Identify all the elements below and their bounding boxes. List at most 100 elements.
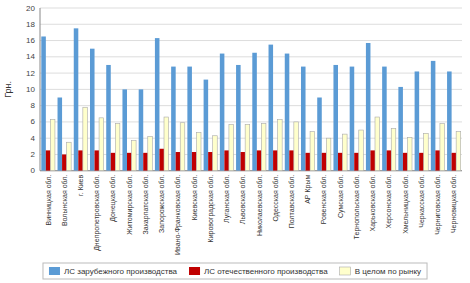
x-tick-label: Закарпатская обл. (142, 175, 150, 235)
x-tick-label: Тернопольская обл. (353, 175, 361, 240)
bar (435, 150, 440, 170)
bar (294, 122, 299, 171)
bar (338, 153, 343, 171)
bar (83, 107, 88, 170)
x-tick-label: Полтавская обл. (288, 175, 295, 229)
bar (159, 149, 164, 171)
bar (289, 150, 294, 170)
bar (391, 128, 396, 170)
bar (447, 71, 452, 170)
grid-line (40, 40, 462, 41)
x-tick-label: Черкасская обл. (418, 175, 426, 228)
y-tick-label: 18 (26, 20, 35, 29)
bar (354, 153, 359, 171)
legend: ЛС зарубежного производства ЛС отечествен… (43, 263, 427, 279)
bar (407, 137, 412, 170)
bar (301, 67, 306, 171)
x-tick-label: Черниговская обл. (434, 175, 442, 235)
x-tick-label: Львовская обл. (239, 175, 246, 224)
bar (111, 153, 116, 171)
legend-swatch (340, 267, 351, 275)
bar (127, 153, 132, 171)
legend-swatch (49, 267, 60, 275)
bar (90, 49, 95, 171)
y-tick-label: 6 (31, 117, 36, 126)
x-tick-label: АР Крым (304, 175, 312, 204)
bar (229, 124, 234, 170)
y-tick-label: 14 (26, 52, 35, 61)
grid-line (40, 56, 462, 57)
bar (143, 153, 148, 171)
bar (306, 153, 311, 171)
bar (58, 98, 63, 171)
bar (46, 150, 51, 170)
bar (164, 117, 169, 171)
x-tick-label: Хмельницкая обл. (402, 175, 410, 234)
x-tick-label: Кировоградская обл. (207, 175, 215, 243)
bar (317, 98, 322, 171)
grid-line (40, 24, 462, 25)
bar (452, 153, 457, 171)
x-tick-label: Винницкая обл. (45, 175, 53, 226)
bar (155, 38, 160, 171)
bar (139, 89, 144, 170)
bar (78, 150, 83, 170)
bar (415, 71, 420, 170)
bar (419, 153, 424, 171)
x-tick-label: Киевская обл. (191, 175, 198, 221)
bar (196, 132, 201, 170)
bar (261, 124, 266, 171)
x-tick-label: Ивано-Франковская обл. (174, 175, 182, 255)
bar (366, 43, 371, 171)
x-tick-label: Ровенская обл. (320, 175, 327, 225)
bar (208, 152, 213, 171)
y-tick-label: 0 (31, 166, 36, 175)
bar (343, 134, 348, 171)
x-tick-label: Волынская обл. (61, 175, 68, 226)
bar (431, 61, 436, 171)
y-tick-label: 2 (31, 150, 36, 159)
bar (176, 152, 181, 171)
bar (115, 124, 120, 171)
legend-frame (43, 263, 427, 279)
y-tick-label: 10 (26, 85, 35, 94)
legend-label: ЛС зарубежного производства (64, 267, 178, 276)
bar (67, 142, 72, 170)
bar (285, 54, 290, 171)
x-tick-label: Сумская обл. (337, 175, 345, 218)
bar (50, 119, 55, 170)
grid-line (40, 73, 462, 74)
bars (41, 28, 460, 170)
legend-label: В целом по рынку (355, 267, 421, 276)
y-axis-line (40, 8, 41, 171)
bar (213, 136, 218, 171)
bar (192, 152, 197, 171)
bar (310, 132, 315, 171)
bar (220, 54, 225, 171)
bar (257, 150, 262, 170)
bar (148, 137, 153, 171)
y-tick-label: 4 (31, 134, 36, 143)
bar (424, 133, 429, 170)
bar (95, 150, 100, 170)
bar (269, 45, 274, 171)
legend-label: ЛС отечественного производства (204, 267, 328, 276)
bar (350, 67, 355, 171)
bar (398, 87, 403, 171)
x-tick-label: Днепропетровская обл. (93, 175, 101, 251)
bar (171, 67, 176, 171)
grid (40, 8, 462, 171)
bar (99, 118, 104, 171)
bar (187, 67, 192, 171)
y-tick-label: 16 (26, 36, 35, 45)
y-tick-label: 20 (26, 4, 35, 13)
x-tick-label: Донецкая обл. (109, 175, 117, 222)
x-tick-label: Житомирская обл. (126, 175, 134, 235)
x-tick-label: Харьковская обл. (369, 175, 377, 232)
bar (326, 138, 331, 171)
x-tick-label: Луганская обл. (223, 175, 231, 223)
bar (122, 89, 127, 170)
bar (387, 150, 392, 170)
bar (252, 53, 257, 171)
x-tick-label: Черновицкая обл. (450, 175, 458, 233)
